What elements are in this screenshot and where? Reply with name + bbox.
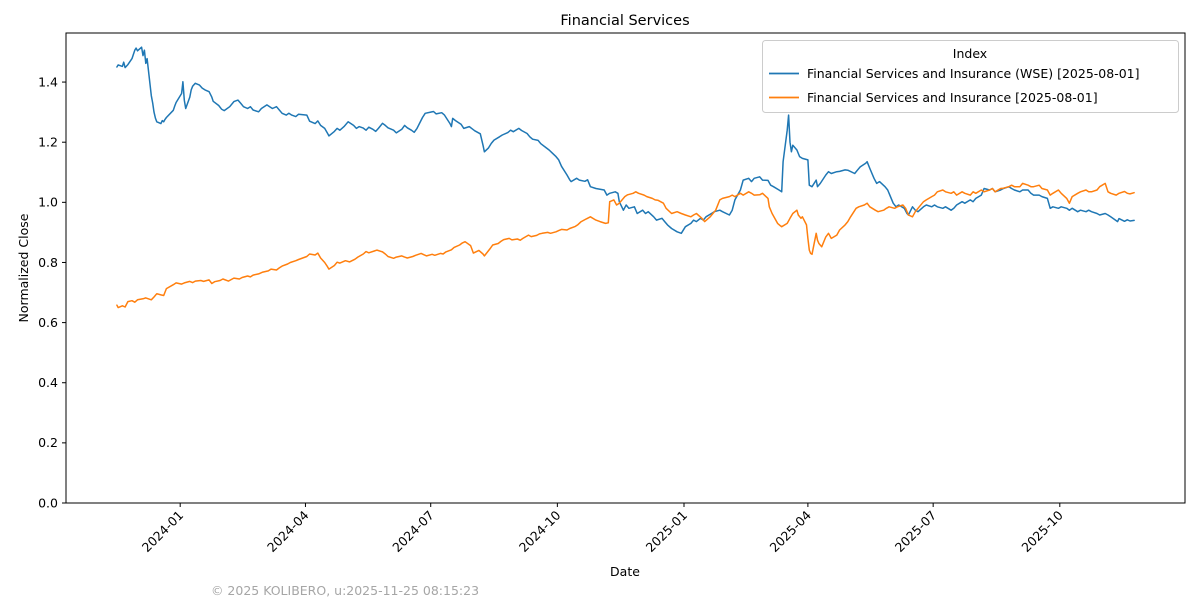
x-tick-label: 2025-10: [1018, 507, 1066, 555]
legend-title: Index: [953, 46, 987, 61]
y-tick-label: 0.6: [38, 315, 58, 330]
series-line-wse: [116, 46, 1135, 235]
x-axis-label: Date: [610, 564, 640, 579]
chart-title: Financial Services: [560, 13, 689, 29]
x-tick-label: 2024-04: [264, 507, 312, 555]
legend-label-insurance: Financial Services and Insurance [2025-0…: [807, 90, 1098, 105]
y-tick-label: 0.4: [38, 375, 58, 390]
y-tick-label: 0.2: [38, 435, 58, 450]
series-line-insurance: [116, 182, 1135, 309]
legend-label-wse: Financial Services and Insurance (WSE) […: [807, 66, 1140, 81]
axes-frame: [65, 32, 1186, 504]
x-tick-label: 2024-01: [139, 508, 187, 556]
plot-area: 0.0 0.2 0.4 0.6 0.8 1.0 1.2 1.4 2024-01 2024-04 20…: [38, 46, 1135, 556]
y-tick-label: 0.0: [38, 495, 58, 510]
y-tick-label: 1.2: [38, 135, 58, 150]
x-tick-label: 2025-01: [643, 508, 691, 556]
y-axis-label: Normalized Close: [16, 213, 31, 322]
y-tick-label: 1.4: [38, 74, 58, 89]
y-tick-label: 1.0: [38, 195, 58, 210]
x-tick-label: 2024-07: [389, 508, 437, 556]
legend-box: [762, 40, 1179, 113]
x-tick-label: 2025-04: [766, 507, 814, 555]
watermark-text: © 2025 KOLIBERO, u:2025-11-25 08:15:23: [211, 583, 479, 598]
x-tick-label: 2024-10: [516, 507, 564, 555]
legend: Index Financial Services and Insurance (…: [762, 40, 1179, 113]
y-tick-label: 0.8: [38, 255, 58, 270]
x-tick-label: 2025-07: [892, 508, 940, 556]
